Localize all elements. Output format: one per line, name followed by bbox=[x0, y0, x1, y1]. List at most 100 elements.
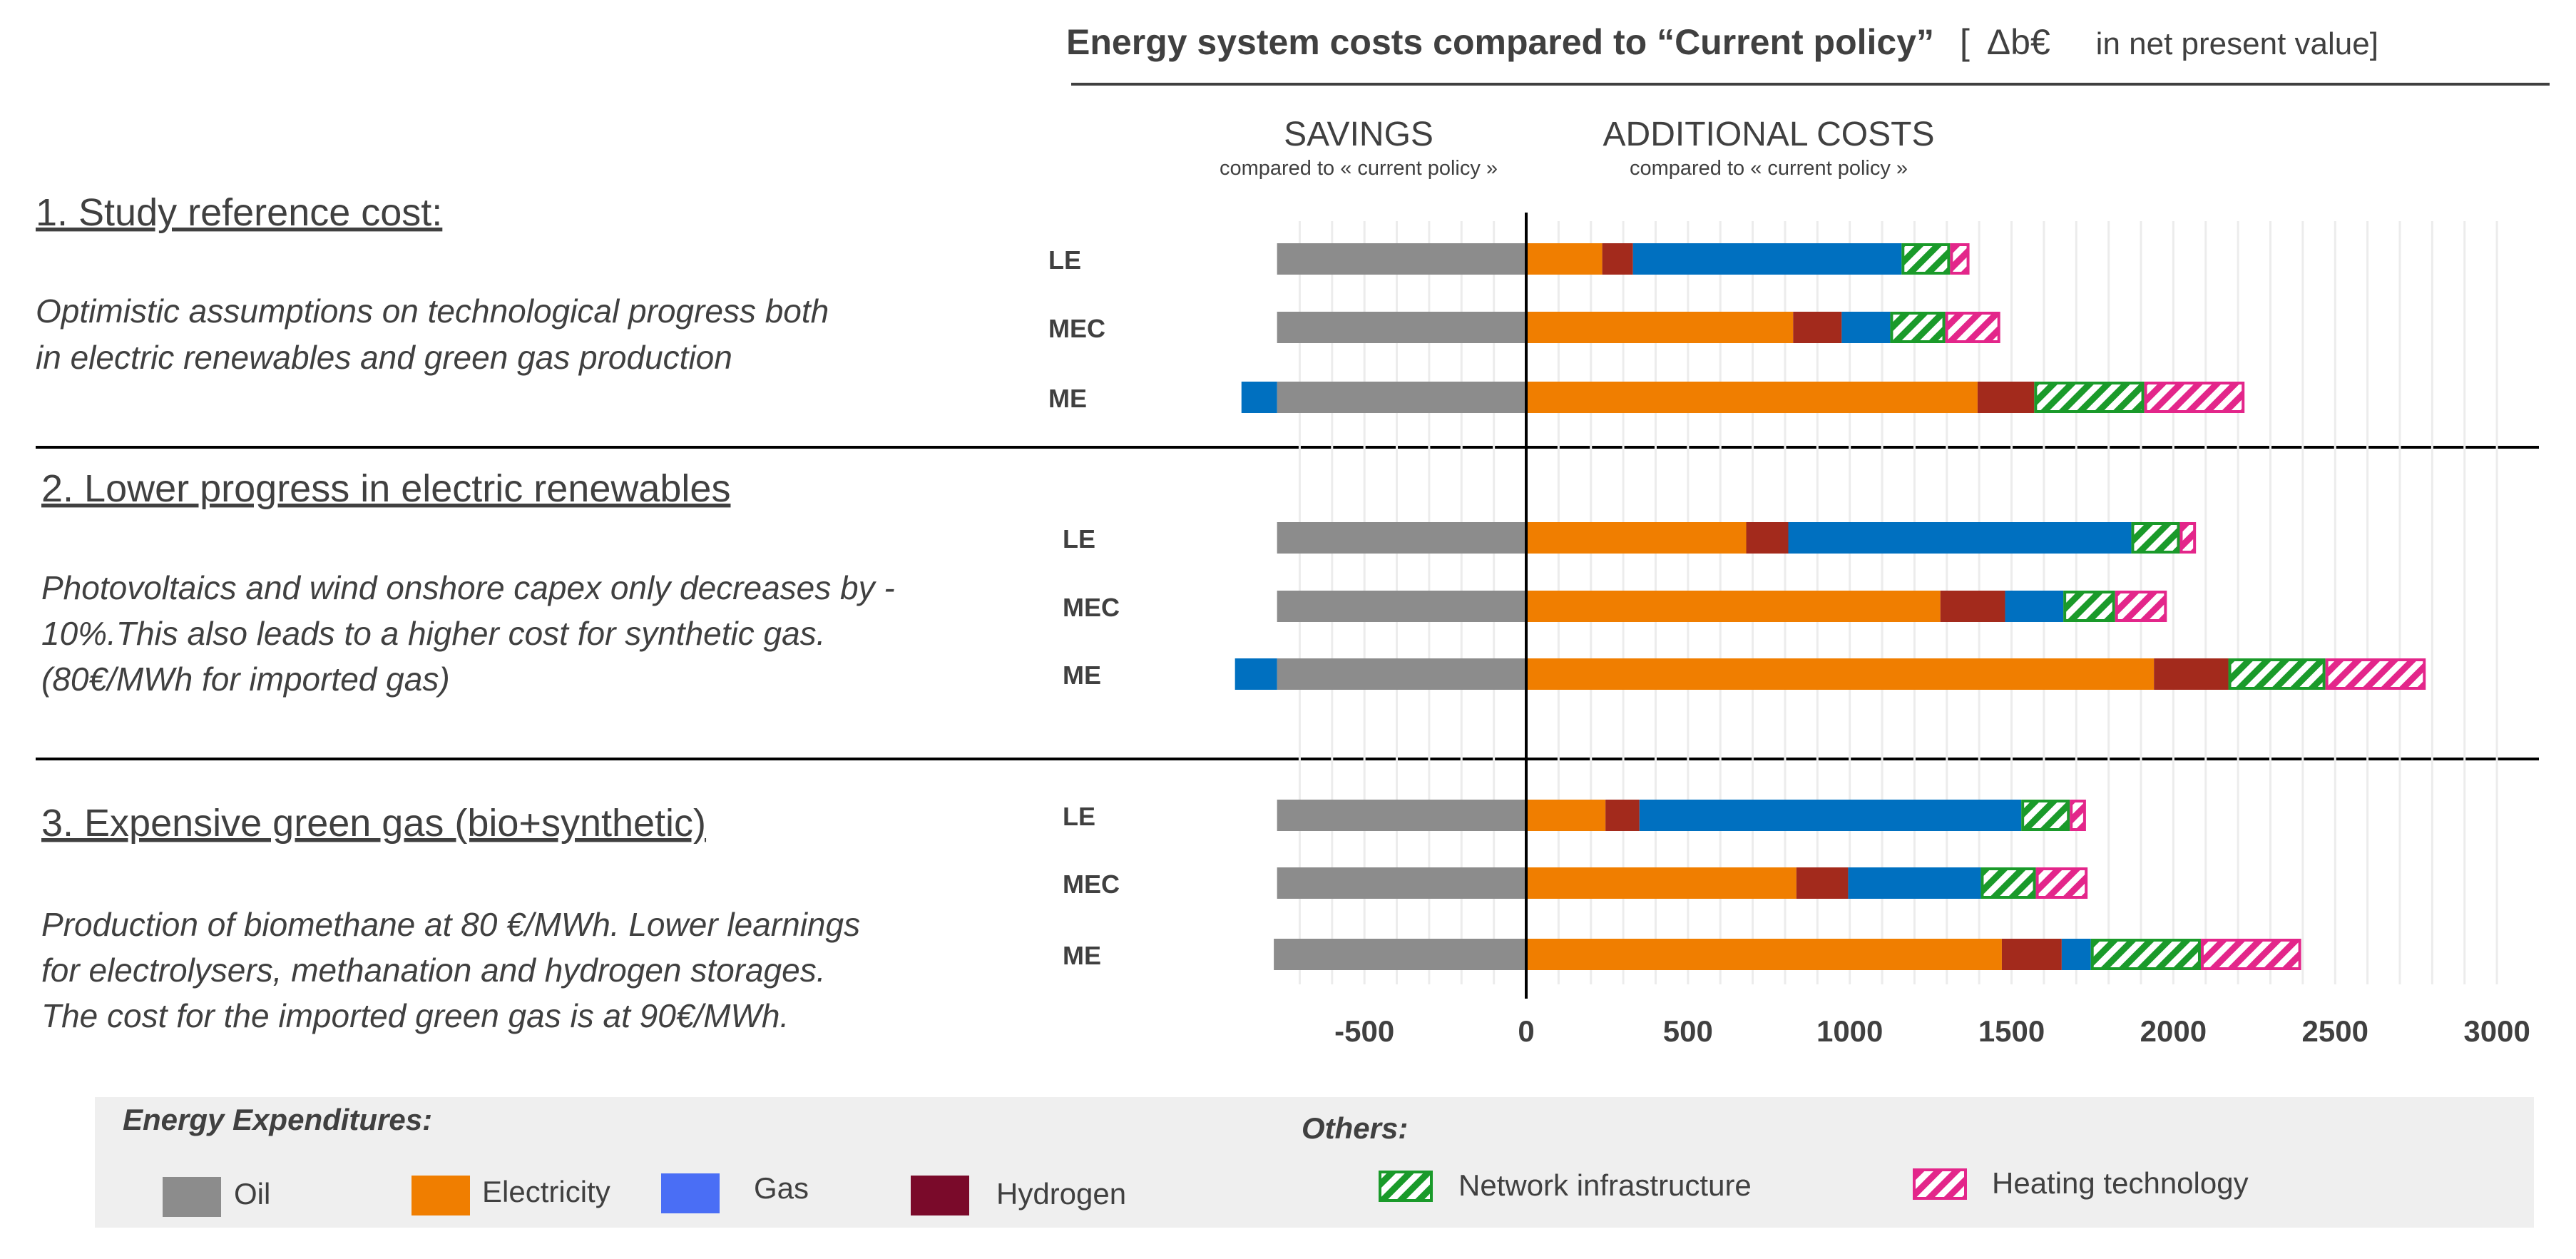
chart-title: Energy system costs compared to “Current… bbox=[1066, 22, 2378, 62]
legend-hydrogen-swatch bbox=[911, 1176, 969, 1215]
additional-costs-subheader: compared to « current policy » bbox=[1630, 157, 1908, 180]
legend-oil-label: Oil bbox=[234, 1177, 270, 1210]
bar-electricity-mec bbox=[1526, 312, 1794, 343]
bar-heating-le bbox=[1950, 243, 1970, 275]
x-tick-label: 2000 bbox=[2140, 1014, 2207, 1048]
bar-gas-le bbox=[1639, 800, 2022, 831]
bar-electricity-mec bbox=[1526, 591, 1941, 622]
x-tick-label: 1500 bbox=[1978, 1014, 2045, 1048]
chart-title-unit-symbol: Δb€ bbox=[1987, 22, 2050, 62]
bar-gas-mec bbox=[1848, 867, 1981, 899]
bar-oil-me bbox=[1274, 939, 1526, 970]
bar-network-me bbox=[2034, 382, 2145, 413]
bar-heating-mec bbox=[2115, 591, 2167, 622]
bar-electricity-me bbox=[1526, 939, 2002, 970]
legend-gas-label: Gas bbox=[754, 1171, 809, 1205]
bar-oil-le bbox=[1277, 522, 1526, 554]
section-2-title: 2. Lower progress in electric renewables bbox=[41, 467, 730, 510]
bar-oil-mec bbox=[1277, 867, 1526, 899]
bar-hydrogen-mec bbox=[1796, 867, 1849, 899]
x-tick-label: 2500 bbox=[2302, 1014, 2368, 1048]
bar-heating-mec bbox=[2035, 867, 2088, 899]
legend-network-swatch bbox=[1379, 1171, 1433, 1202]
row-label-mec: MEC bbox=[1063, 870, 1120, 899]
row-labels: LE MEC ME LE MEC ME LE MEC ME bbox=[1048, 245, 1120, 970]
row-label-le: LE bbox=[1048, 245, 1081, 275]
bar-oil-me bbox=[1277, 658, 1526, 690]
section-1-desc-line: Optimistic assumptions on technological … bbox=[36, 292, 829, 330]
bars bbox=[1235, 243, 2426, 970]
section-2-desc-line: (80€/MWh for imported gas) bbox=[41, 661, 450, 698]
chart-title-unit-open: [ bbox=[1960, 22, 1970, 62]
row-label-le: LE bbox=[1063, 524, 1095, 554]
bar-network-le bbox=[2131, 522, 2180, 554]
bar-heating-me bbox=[2144, 382, 2245, 413]
section-3-desc-line: Production of biomethane at 80 €/MWh. Lo… bbox=[41, 906, 860, 943]
bar-gas-le bbox=[1632, 243, 1902, 275]
x-tick-label: 3000 bbox=[2463, 1014, 2530, 1048]
legend-others-header: Others: bbox=[1302, 1111, 1408, 1145]
legend-network-label: Network infrastructure bbox=[1458, 1168, 1752, 1202]
bar-oil-le bbox=[1277, 243, 1526, 275]
section-1-title: 1. Study reference cost: bbox=[36, 191, 442, 234]
bar-heating-le bbox=[2179, 522, 2197, 554]
row-label-mec: MEC bbox=[1063, 593, 1120, 622]
bar-gas-mec bbox=[1841, 312, 1891, 343]
row-label-le: LE bbox=[1063, 802, 1095, 831]
legend-energy-header: Energy Expenditures: bbox=[123, 1103, 432, 1136]
bar-hydrogen-le bbox=[1605, 800, 1640, 831]
chart-title-unit-rest: in net present value] bbox=[2096, 26, 2378, 61]
bar-network-mec bbox=[1980, 867, 2036, 899]
bar-network-mec bbox=[2063, 591, 2115, 622]
bar-oil-le bbox=[1277, 800, 1526, 831]
legend-oil-swatch bbox=[163, 1177, 221, 1217]
bar-gas-negative-me bbox=[1235, 658, 1277, 690]
bar-oil-me bbox=[1277, 382, 1526, 413]
bar-network-le bbox=[2021, 800, 2070, 831]
bar-network-me bbox=[2228, 658, 2326, 690]
bar-heating-me bbox=[2200, 939, 2301, 970]
legend-heating-swatch bbox=[1913, 1168, 1967, 1200]
additional-costs-header: ADDITIONAL COSTS bbox=[1603, 116, 1935, 153]
bar-hydrogen-le bbox=[1602, 243, 1633, 275]
legend-hydrogen-label: Hydrogen bbox=[996, 1177, 1126, 1210]
bar-heating-le bbox=[2070, 800, 2086, 831]
bar-electricity-le bbox=[1526, 243, 1603, 275]
savings-header: SAVINGS bbox=[1284, 116, 1433, 153]
bar-electricity-le bbox=[1526, 800, 1606, 831]
bar-electricity-me bbox=[1526, 382, 1978, 413]
legend-electricity-label: Electricity bbox=[482, 1175, 610, 1208]
legend-gas-swatch bbox=[661, 1173, 720, 1213]
chart-title-main: Energy system costs compared to “Current… bbox=[1066, 22, 1934, 62]
bar-hydrogen-mec bbox=[1940, 591, 2005, 622]
section-3-desc-line: The cost for the imported green gas is a… bbox=[41, 997, 789, 1034]
bar-gas-negative-me bbox=[1241, 382, 1277, 413]
x-tick-label: 0 bbox=[1518, 1014, 1534, 1048]
x-tick-label: 1000 bbox=[1816, 1014, 1883, 1048]
row-label-me: ME bbox=[1063, 661, 1101, 690]
bar-oil-mec bbox=[1277, 591, 1526, 622]
bar-heating-mec bbox=[1945, 312, 2000, 343]
legend-electricity-swatch bbox=[412, 1176, 470, 1215]
bar-heating-me bbox=[2325, 658, 2426, 690]
bar-network-le bbox=[1901, 243, 1951, 275]
section-3-title: 3. Expensive green gas (bio+synthetic) bbox=[41, 802, 706, 845]
bar-hydrogen-me bbox=[2154, 658, 2229, 690]
bar-gas-me bbox=[2061, 939, 2091, 970]
legend-box bbox=[95, 1097, 2534, 1228]
row-label-me: ME bbox=[1063, 941, 1101, 970]
bar-hydrogen-me bbox=[1977, 382, 2035, 413]
bar-hydrogen-le bbox=[1746, 522, 1789, 554]
row-label-me: ME bbox=[1048, 384, 1087, 413]
row-label-mec: MEC bbox=[1048, 314, 1105, 343]
section-2-desc-line: Photovoltaics and wind onshore capex onl… bbox=[41, 569, 895, 606]
bar-network-mec bbox=[1890, 312, 1946, 343]
x-tick-label: 500 bbox=[1663, 1014, 1713, 1048]
section-1-desc-line: in electric renewables and green gas pro… bbox=[36, 339, 732, 376]
savings-subheader: compared to « current policy » bbox=[1220, 157, 1498, 180]
section-2-desc-line: 10%.This also leads to a higher cost for… bbox=[41, 615, 825, 652]
bar-gas-le bbox=[1788, 522, 2132, 554]
x-axis-ticks: -500 0 500 1000 1500 2000 2500 3000 bbox=[1334, 1014, 2530, 1048]
bar-hydrogen-mec bbox=[1793, 312, 1842, 343]
bar-electricity-le bbox=[1526, 522, 1747, 554]
